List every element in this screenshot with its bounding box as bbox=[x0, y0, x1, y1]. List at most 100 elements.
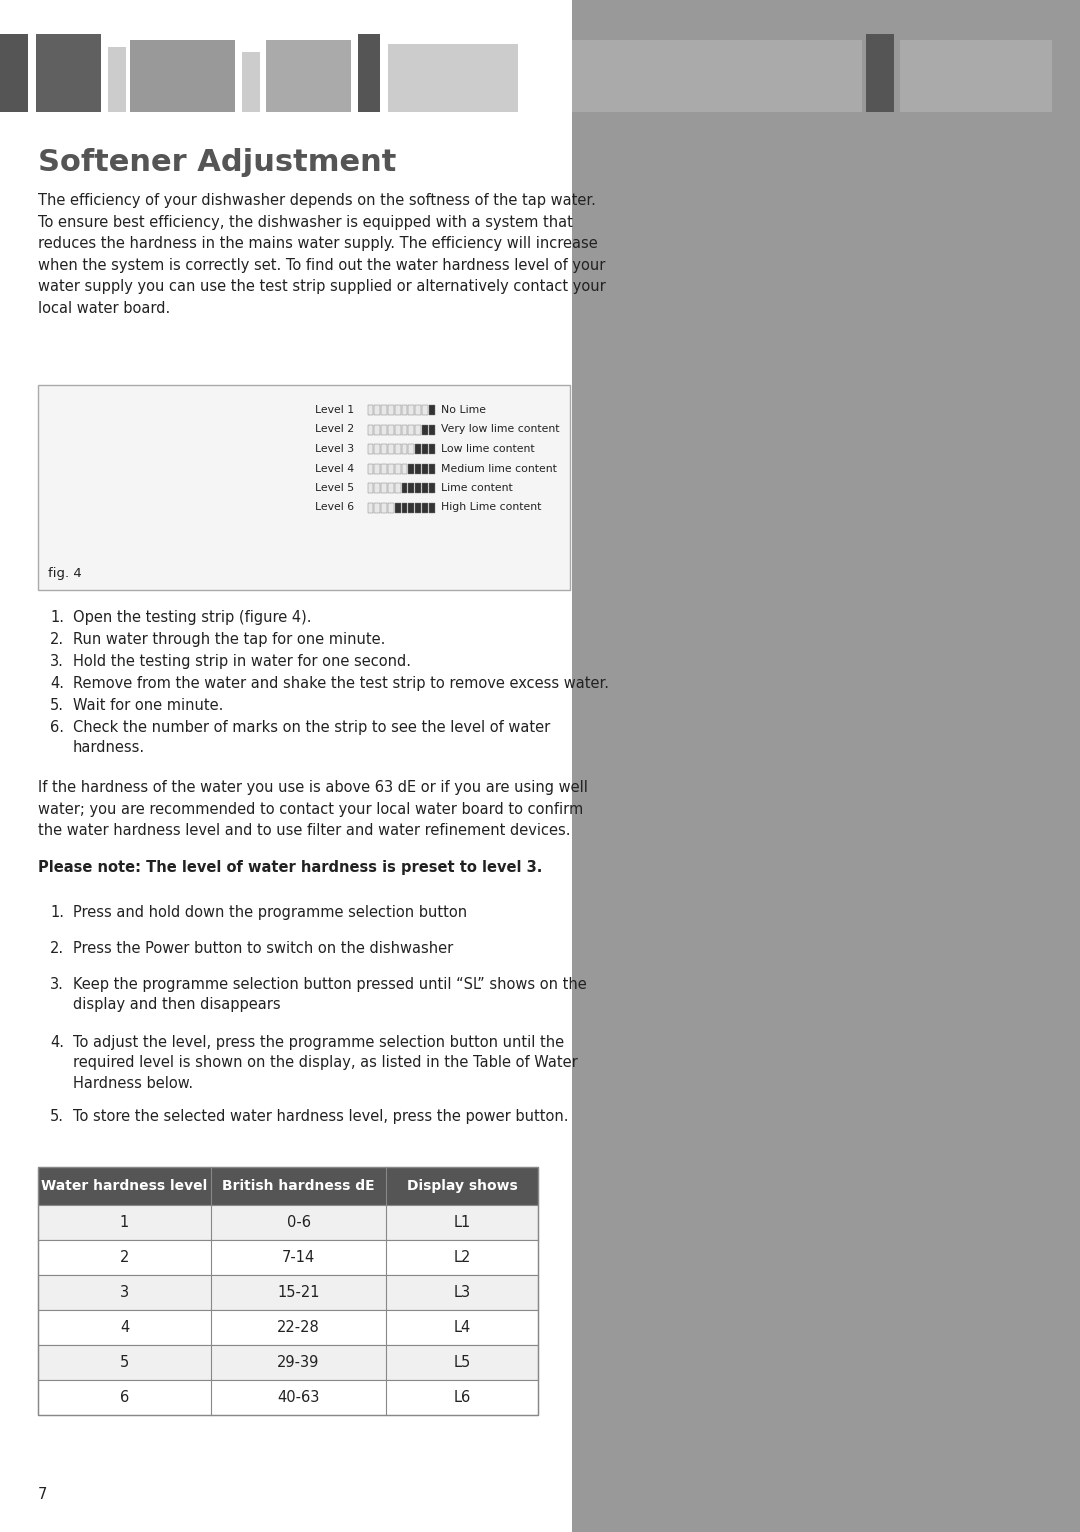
Bar bbox=[429, 502, 434, 513]
Text: British hardness dE: British hardness dE bbox=[222, 1180, 375, 1193]
Bar bbox=[38, 1167, 538, 1416]
Bar bbox=[367, 404, 374, 415]
Text: 2.: 2. bbox=[50, 941, 64, 956]
Bar bbox=[402, 424, 407, 435]
Bar bbox=[415, 424, 421, 435]
Bar bbox=[394, 502, 401, 513]
Text: 7: 7 bbox=[38, 1488, 48, 1501]
Text: Remove from the water and shake the test strip to remove excess water.: Remove from the water and shake the test… bbox=[73, 676, 609, 691]
Bar bbox=[375, 444, 380, 453]
Bar bbox=[367, 483, 374, 493]
Bar bbox=[415, 444, 421, 453]
Bar bbox=[394, 424, 401, 435]
Text: 5.: 5. bbox=[50, 699, 64, 712]
Bar bbox=[38, 1167, 538, 1206]
Bar bbox=[381, 483, 387, 493]
Text: To store the selected water hardness level, press the power button.: To store the selected water hardness lev… bbox=[73, 1109, 568, 1124]
Bar bbox=[408, 424, 414, 435]
Bar bbox=[38, 1345, 538, 1380]
Text: The efficiency of your dishwasher depends on the softness of the tap water.
To e: The efficiency of your dishwasher depend… bbox=[38, 193, 606, 316]
Text: Press and hold down the programme selection button: Press and hold down the programme select… bbox=[73, 905, 468, 921]
Bar bbox=[375, 483, 380, 493]
Bar bbox=[367, 444, 374, 453]
Bar bbox=[381, 444, 387, 453]
Text: 2: 2 bbox=[120, 1250, 130, 1265]
Text: Check the number of marks on the strip to see the level of water
hardness.: Check the number of marks on the strip t… bbox=[73, 720, 550, 755]
Text: 15-21: 15-21 bbox=[278, 1285, 320, 1301]
FancyBboxPatch shape bbox=[38, 385, 570, 590]
Text: Hold the testing strip in water for one second.: Hold the testing strip in water for one … bbox=[73, 654, 411, 669]
Bar bbox=[402, 444, 407, 453]
Bar bbox=[388, 483, 394, 493]
Text: Low lime content: Low lime content bbox=[441, 444, 535, 453]
Text: 22-28: 22-28 bbox=[278, 1321, 320, 1334]
Text: 6.: 6. bbox=[50, 720, 64, 735]
Bar bbox=[388, 444, 394, 453]
Text: 1: 1 bbox=[120, 1215, 130, 1230]
Bar bbox=[375, 424, 380, 435]
Bar bbox=[402, 502, 407, 513]
Text: 4.: 4. bbox=[50, 1036, 64, 1049]
Bar bbox=[429, 483, 434, 493]
Bar bbox=[572, 40, 862, 112]
Bar bbox=[367, 424, 374, 435]
Text: Please note: The level of water hardness is preset to level 3.: Please note: The level of water hardness… bbox=[38, 859, 542, 875]
Bar bbox=[388, 424, 394, 435]
Text: To adjust the level, press the programme selection button until the
required lev: To adjust the level, press the programme… bbox=[73, 1036, 578, 1091]
Bar bbox=[408, 404, 414, 415]
Bar bbox=[415, 483, 421, 493]
Text: 1.: 1. bbox=[50, 610, 64, 625]
Text: If the hardness of the water you use is above 63 dE or if you are using well
wat: If the hardness of the water you use is … bbox=[38, 780, 588, 838]
Bar bbox=[38, 1275, 538, 1310]
Bar bbox=[408, 483, 414, 493]
Bar bbox=[388, 404, 394, 415]
Text: Display shows: Display shows bbox=[407, 1180, 517, 1193]
Text: L4: L4 bbox=[454, 1321, 471, 1334]
Bar bbox=[402, 464, 407, 473]
Bar bbox=[367, 464, 374, 473]
Text: Level 3: Level 3 bbox=[315, 444, 354, 453]
Text: 6: 6 bbox=[120, 1390, 130, 1405]
Bar bbox=[375, 502, 380, 513]
Text: Level 4: Level 4 bbox=[315, 464, 354, 473]
Text: 2.: 2. bbox=[50, 633, 64, 647]
Bar bbox=[367, 502, 374, 513]
Text: 4: 4 bbox=[120, 1321, 130, 1334]
Text: L3: L3 bbox=[454, 1285, 471, 1301]
Bar bbox=[866, 34, 894, 112]
Bar bbox=[357, 34, 380, 112]
Bar bbox=[422, 444, 428, 453]
Bar bbox=[381, 464, 387, 473]
Bar bbox=[415, 464, 421, 473]
Text: Open the testing strip (figure 4).: Open the testing strip (figure 4). bbox=[73, 610, 311, 625]
Text: No Lime: No Lime bbox=[441, 404, 486, 415]
Bar bbox=[394, 404, 401, 415]
Bar bbox=[422, 502, 428, 513]
Text: Medium lime content: Medium lime content bbox=[441, 464, 557, 473]
Text: Very low lime content: Very low lime content bbox=[441, 424, 559, 435]
Text: Level 1: Level 1 bbox=[315, 404, 354, 415]
Text: 4.: 4. bbox=[50, 676, 64, 691]
Bar bbox=[388, 44, 518, 112]
Text: 0-6: 0-6 bbox=[286, 1215, 311, 1230]
Bar bbox=[388, 464, 394, 473]
Bar bbox=[381, 404, 387, 415]
Bar bbox=[422, 483, 428, 493]
Text: L6: L6 bbox=[454, 1390, 471, 1405]
Bar bbox=[415, 502, 421, 513]
Bar bbox=[408, 464, 414, 473]
Text: Level 6: Level 6 bbox=[315, 502, 354, 513]
Text: 7-14: 7-14 bbox=[282, 1250, 315, 1265]
Text: 3.: 3. bbox=[50, 654, 64, 669]
Text: L5: L5 bbox=[454, 1354, 471, 1370]
Bar bbox=[130, 40, 235, 112]
Bar bbox=[266, 40, 351, 112]
Bar bbox=[242, 52, 260, 112]
Bar bbox=[38, 1239, 538, 1275]
Bar bbox=[394, 483, 401, 493]
Bar bbox=[900, 40, 1052, 112]
Bar bbox=[429, 404, 434, 415]
Bar bbox=[381, 502, 387, 513]
Text: L1: L1 bbox=[454, 1215, 471, 1230]
Bar bbox=[108, 47, 126, 112]
